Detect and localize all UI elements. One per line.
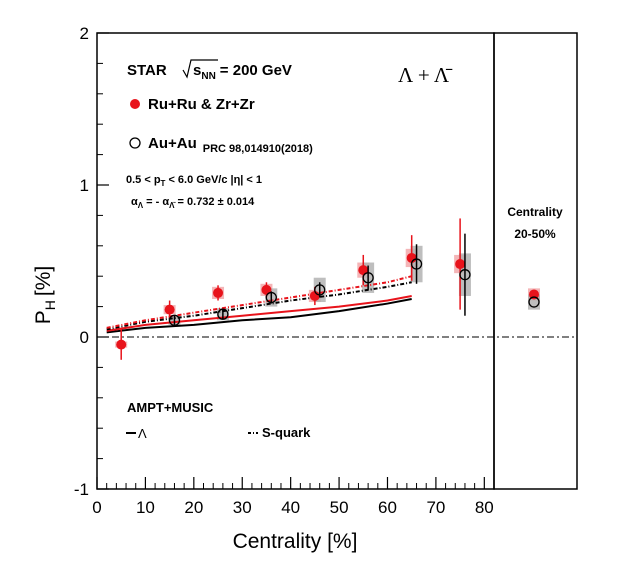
data-point-auau [410,258,423,270]
x-tick-label: 0 [92,498,101,517]
y-axis-label-main: P [32,310,55,324]
model-curve [106,275,412,329]
y-axis-label-unit: [%] [32,266,55,296]
data-point-auau [168,314,181,326]
y-tick-label: 1 [80,176,89,195]
x-axis-label: Centrality [%] [233,530,358,553]
x-tick-label: 50 [330,498,349,517]
alpha-sub1: Λ [138,201,144,210]
y-axis-label: PH [%] [32,266,58,324]
x-tick-label: 40 [281,498,300,517]
legend-squark-label: S-quark [262,425,311,440]
particle-label-text: Λ + Λ̄ [398,63,453,87]
data-points [116,218,471,360]
legend-ruzr-label: Ru+Ru & Zr+Zr [148,96,255,113]
data-point-auau [314,284,326,296]
model-label: AMPT+MUSIC [127,400,214,415]
alpha-sub2: Λ̄ [169,201,176,210]
legend-auau-text: Au+Au [148,135,197,152]
energy-sqrt: s [193,62,201,79]
legend-lambda-label: Λ [138,426,147,441]
legend-auau-marker [129,137,141,149]
legend-auau-label: Au+Au PRC 98,014910(2018) [148,135,313,155]
right-panel-content [528,288,540,310]
data-point-auau [362,272,374,284]
y-tick-label: 2 [80,24,89,43]
alpha-a: α [131,196,138,208]
kinematic-cuts: 0.5 < pT < 6.0 GeV/c |η| < 1 [126,174,262,188]
x-tick-label: 70 [426,498,445,517]
legend-ruzr-marker [130,99,140,109]
particle-label: Λ + Λ̄ [398,63,453,87]
data-point-auau [217,308,229,320]
y-tick-label: -1 [74,480,89,499]
y-tick-label: 0 [80,328,89,347]
right-panel-subtitle: 20-50% [514,227,556,241]
cuts-rest: < 6.0 GeV/c |η| < 1 [168,174,262,186]
cuts-text: 0.5 < p [126,174,161,186]
alpha-line: αΛ = - αΛ̄ = 0.732 ± 0.014 [131,196,255,210]
x-tick-label: 10 [136,498,155,517]
data-point-auau [459,269,471,281]
energy-value: = 200 GeV [220,62,292,79]
right-plot-frame [493,32,578,490]
energy-label: sNN = 200 GeV [182,59,292,82]
model-curves [106,275,412,334]
alpha-rest: = 0.732 ± 0.014 [174,196,255,208]
x-tick-label: 20 [184,498,203,517]
data-point-ruzr [309,290,320,301]
x-tick-label: 30 [233,498,252,517]
data-point-auau [265,291,277,304]
energy-sub: NN [201,71,215,82]
legend-auau-ref: PRC 98,014910(2018) [203,143,313,155]
right-point-auau [528,296,540,308]
data-point-ruzr [164,304,175,315]
data-point-ruzr [116,339,127,350]
x-tick-label: 80 [475,498,494,517]
right-point-ruzr [529,289,539,300]
y-axis-label-group: PH [%] [32,266,58,324]
data-point-ruzr [261,284,272,295]
right-panel-title: Centrality [507,205,563,219]
x-tick-label: 60 [378,498,397,517]
sqrt-symbol [182,59,218,79]
y-axis-label-sub: H [42,300,58,310]
data-point-ruzr [455,259,466,270]
model-curve [106,298,412,334]
energy-label-text: sNN = 200 GeV [193,62,292,82]
cuts-sub: T [161,179,166,188]
model-curve [106,294,412,332]
model-curve [106,281,412,331]
data-point-ruzr [406,252,417,263]
data-point-ruzr [358,265,369,276]
alpha-mid: = - α [143,196,169,208]
experiment-label: STAR [127,62,167,79]
data-point-ruzr [213,287,224,298]
